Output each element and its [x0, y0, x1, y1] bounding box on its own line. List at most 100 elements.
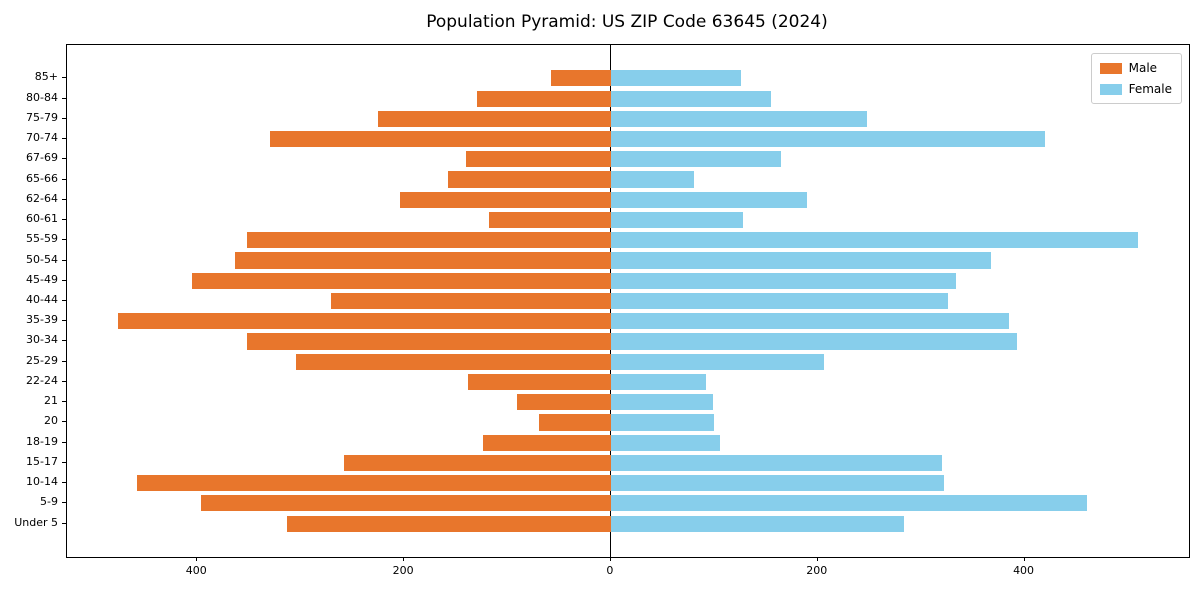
bar-female-25-29 — [610, 353, 824, 370]
bar-female-18-19 — [610, 434, 720, 451]
x-tick-label: 400 — [185, 564, 207, 577]
bar-male-5-9 — [201, 495, 611, 512]
y-tick-label: 55-59 — [26, 232, 58, 246]
y-tick-mark — [62, 219, 66, 221]
y-tick-label: 10-14 — [26, 475, 58, 489]
bar-female-75-79 — [610, 110, 868, 127]
bar-male-35-39 — [117, 313, 611, 330]
x-tick-mark — [403, 557, 405, 561]
y-tick-label: 60-61 — [26, 212, 58, 226]
y-tick-label: 35-39 — [26, 313, 58, 327]
x-tick-mark — [196, 557, 198, 561]
bar-female-62-64 — [610, 191, 808, 208]
bar-male-Under 5 — [287, 515, 611, 532]
y-tick-mark — [62, 502, 66, 504]
bar-female-67-69 — [610, 151, 781, 168]
bar-female-22-24 — [610, 373, 707, 391]
y-tick-mark — [62, 320, 66, 322]
y-tick-label: 20 — [44, 414, 58, 428]
y-tick-label: 25-29 — [26, 353, 58, 367]
bar-male-21 — [516, 394, 611, 411]
legend-label-female: Female — [1128, 82, 1172, 96]
legend-label-male: Male — [1128, 61, 1158, 75]
legend-item-female: Female — [1099, 82, 1172, 96]
bar-female-65-66 — [610, 171, 694, 188]
plot-area: Male Female — [66, 44, 1190, 558]
bar-male-40-44 — [330, 292, 611, 310]
x-tick-label: 200 — [392, 564, 414, 577]
y-tick-mark — [62, 401, 66, 403]
x-tick-label: 200 — [806, 564, 828, 577]
x-tick-label: 0 — [606, 564, 614, 577]
bar-female-15-17 — [610, 454, 942, 471]
bar-female-50-54 — [610, 252, 992, 269]
bar-female-30-34 — [610, 333, 1018, 350]
y-tick-label: 45-49 — [26, 272, 58, 286]
legend: Male Female — [1090, 53, 1182, 104]
y-tick-label: 22-24 — [26, 373, 58, 387]
y-tick-mark — [62, 441, 66, 443]
bar-male-30-34 — [246, 333, 611, 350]
bar-male-18-19 — [482, 434, 611, 451]
bar-female-40-44 — [610, 292, 949, 310]
bar-female-70-74 — [610, 131, 1046, 148]
y-tick-label: 40-44 — [26, 293, 58, 306]
y-tick-label: 65-66 — [26, 171, 58, 185]
y-tick-mark — [62, 158, 66, 160]
bar-female-55-59 — [610, 232, 1139, 249]
y-tick-label: 70-74 — [26, 131, 58, 145]
x-tick-mark — [816, 557, 818, 561]
female-color-swatch — [1099, 83, 1122, 95]
bar-male-65-66 — [447, 171, 611, 188]
bar-male-25-29 — [295, 353, 611, 370]
bar-male-70-74 — [269, 131, 611, 148]
bar-female-20 — [610, 414, 715, 431]
bar-female-21 — [610, 394, 714, 411]
bar-male-50-54 — [234, 252, 611, 269]
chart-title: Population Pyramid: US ZIP Code 63645 (2… — [426, 12, 828, 32]
bar-male-75-79 — [378, 110, 611, 127]
bar-female-85+ — [610, 70, 742, 87]
bar-male-85+ — [550, 70, 611, 87]
y-tick-mark — [62, 97, 66, 99]
y-tick-mark — [62, 340, 66, 342]
y-tick-mark — [62, 117, 66, 119]
y-tick-mark — [62, 259, 66, 261]
y-tick-label: 50-54 — [26, 252, 58, 266]
y-tick-label: 75-79 — [26, 110, 58, 124]
x-tick-mark — [609, 557, 611, 561]
y-tick-mark — [62, 279, 66, 281]
y-tick-mark — [62, 522, 66, 524]
bar-male-15-17 — [344, 454, 611, 471]
y-tick-label: 85+ — [34, 70, 58, 84]
legend-item-male: Male — [1099, 61, 1172, 75]
bar-male-80-84 — [476, 90, 611, 107]
y-tick-mark — [62, 461, 66, 463]
bar-female-80-84 — [610, 90, 772, 107]
bar-male-55-59 — [246, 232, 611, 249]
bar-male-20 — [538, 414, 611, 431]
y-tick-label: 21 — [44, 394, 58, 408]
y-tick-mark — [62, 421, 66, 423]
y-tick-mark — [62, 138, 66, 140]
male-color-swatch — [1099, 62, 1122, 74]
bar-male-10-14 — [137, 475, 611, 492]
y-tick-label: Under 5 — [14, 515, 58, 529]
bar-female-60-61 — [610, 211, 744, 229]
bar-male-22-24 — [468, 373, 611, 391]
y-tick-mark — [62, 360, 66, 362]
bar-female-45-49 — [610, 272, 957, 289]
y-tick-mark — [62, 300, 66, 301]
bar-male-62-64 — [399, 191, 611, 208]
y-tick-label: 18-19 — [26, 434, 58, 448]
y-tick-label: 15-17 — [26, 454, 58, 468]
x-tick-mark — [1023, 557, 1025, 561]
y-tick-mark — [62, 198, 66, 200]
bar-male-67-69 — [466, 151, 611, 168]
bar-female-5-9 — [610, 495, 1087, 512]
y-tick-label: 67-69 — [26, 151, 58, 165]
bar-female-Under 5 — [610, 515, 904, 532]
y-tick-label: 80-84 — [26, 90, 58, 104]
y-tick-mark — [62, 380, 66, 382]
